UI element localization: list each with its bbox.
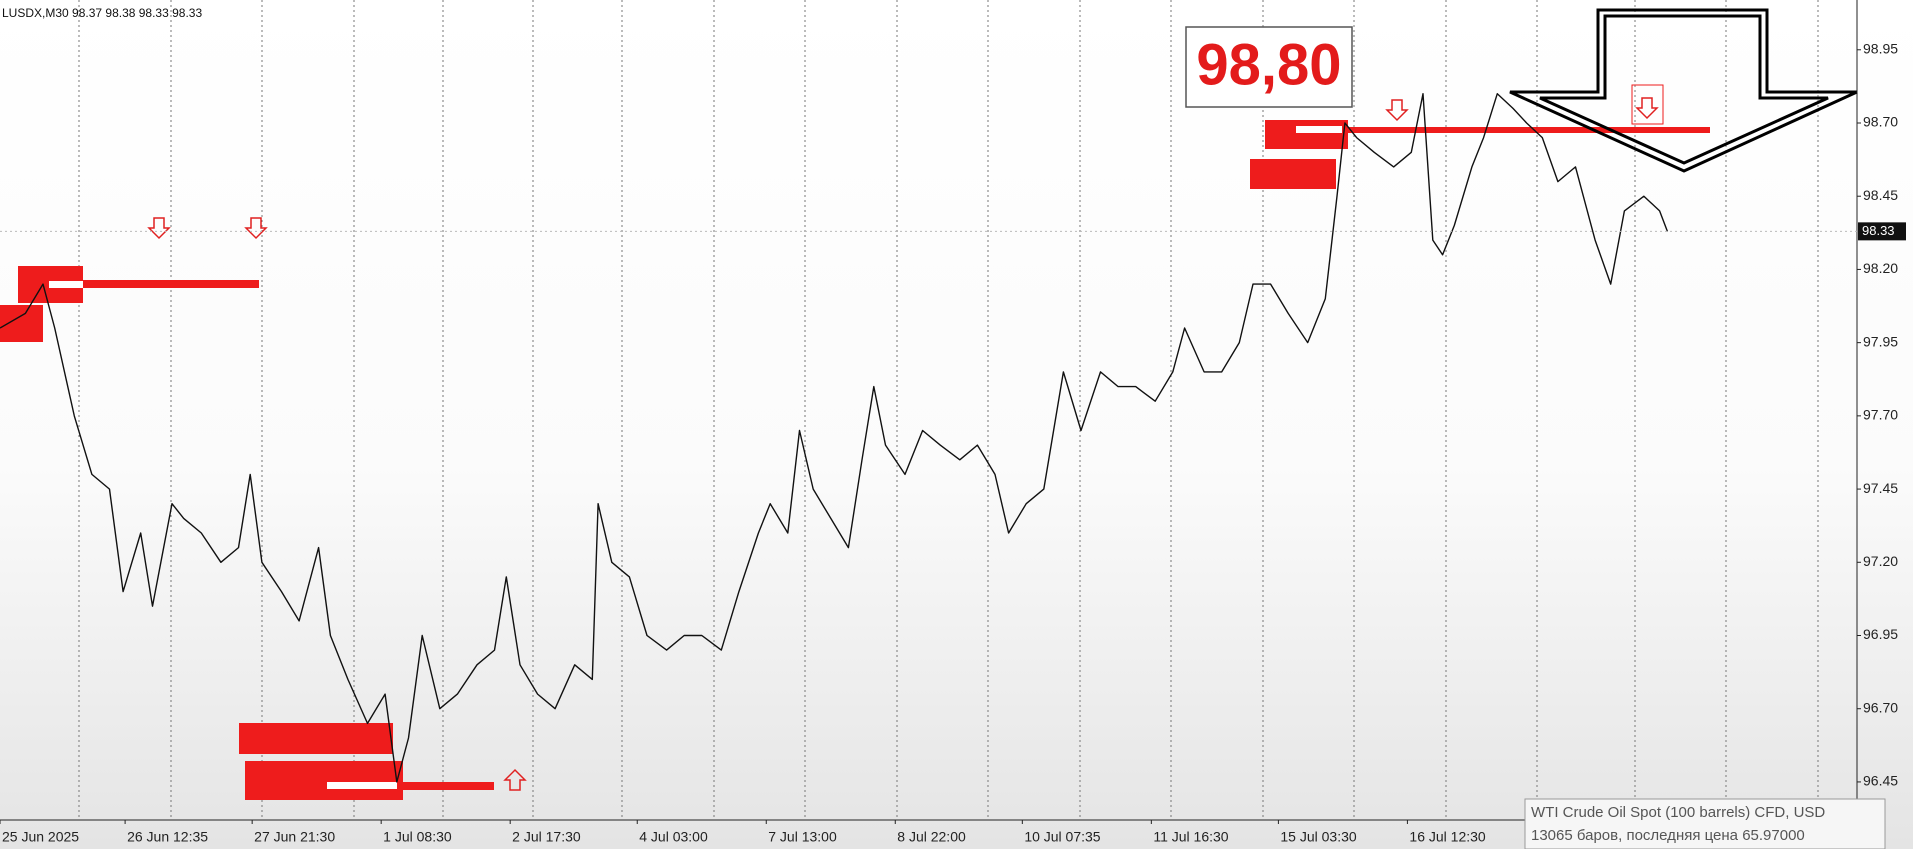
zone-line	[1342, 127, 1710, 133]
info-box	[1524, 798, 1886, 849]
info-line: WTI Crude Oil Spot (100 barrels) CFD, US…	[1531, 804, 1825, 821]
y-tick-label: 97.20	[1863, 553, 1898, 569]
down-arrow	[147, 217, 171, 240]
x-tick-label: 4 Jul 03:00	[639, 829, 708, 845]
y-tick-label: 98.70	[1863, 114, 1898, 130]
vertical-separators	[78, 0, 1819, 820]
y-tick-label: 96.95	[1863, 626, 1898, 642]
annotation-box	[1185, 26, 1353, 108]
zone	[1265, 120, 1348, 149]
last-price-box	[1858, 222, 1906, 241]
zone-gap	[327, 782, 397, 789]
zone-line	[83, 280, 259, 288]
x-tick-label: 26 Jun 12:35	[127, 829, 208, 845]
zone-line	[403, 782, 494, 790]
y-tick-label: 98.95	[1863, 40, 1898, 56]
y-tick-label: 98.20	[1863, 260, 1898, 276]
zone	[1250, 159, 1336, 189]
last-price-label: 98.33	[1862, 223, 1895, 238]
y-tick-label: 96.45	[1863, 773, 1898, 789]
big-down-arrow	[1509, 8, 1858, 173]
x-tick-label: 27 Jun 21:30	[254, 829, 335, 845]
x-tick-label: 10 Jul 07:35	[1024, 829, 1100, 845]
arrow-inner	[1539, 14, 1829, 165]
zone	[245, 761, 403, 800]
price-line	[0, 93, 1669, 783]
annotation: 98,80	[1196, 32, 1341, 97]
y-tick-label: 97.70	[1863, 407, 1898, 423]
x-tick-label: 15 Jul 03:30	[1280, 829, 1356, 845]
y-tick-label: 96.70	[1863, 699, 1898, 715]
signal-frame	[1631, 84, 1664, 125]
x-tick-label: 8 Jul 22:00	[897, 829, 966, 845]
x-tick-label: 16 Jul 12:30	[1409, 829, 1485, 845]
zone-gap	[49, 281, 83, 288]
zone	[239, 723, 393, 754]
x-tick-label: 1 Jul 08:30	[383, 829, 452, 845]
arrow-outer	[1509, 8, 1858, 173]
x-tick-label: 25 Jun 2025	[2, 829, 79, 845]
x-tick-label: 7 Jul 13:00	[768, 829, 837, 845]
up-arrow	[503, 768, 527, 791]
down-arrow	[1385, 99, 1409, 122]
down-arrow	[244, 217, 268, 240]
down-arrow	[1635, 97, 1659, 120]
y-tick-label: 98.45	[1863, 187, 1898, 203]
red-zones	[0, 84, 1710, 800]
x-tick-label: 11 Jul 16:30	[1153, 829, 1228, 845]
y-tick-label: 97.45	[1863, 480, 1898, 496]
info-line: 13065 баров, последняя цена 65.97000	[1531, 827, 1805, 844]
zone-gap	[1296, 126, 1342, 133]
chart-title: LUSDX,M30 98.37 98.38 98.33 98.33	[2, 6, 202, 20]
y-tick-label: 97.95	[1863, 333, 1898, 349]
x-tick-label: 2 Jul 17:30	[512, 829, 581, 845]
